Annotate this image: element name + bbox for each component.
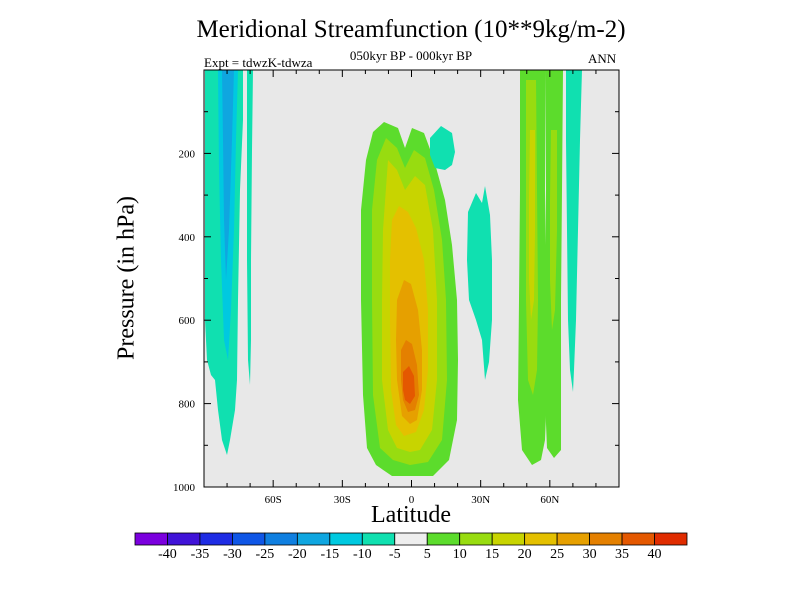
y-tick-label: 800: [179, 399, 196, 411]
y-tick-label: 400: [179, 232, 196, 244]
colorbar-label: 20: [518, 547, 532, 562]
colorbar-label: -15: [320, 547, 339, 562]
contour-nh-neg-patch-2: [467, 186, 492, 380]
x-tick-label: 30N: [471, 494, 490, 506]
x-tick-label: 30S: [334, 494, 351, 506]
contour-sh-neg-narrow: [247, 70, 253, 385]
contour-sh-neg-core: [222, 70, 234, 280]
colorbar-swatch: [426, 532, 461, 546]
contour-nh-pos-2-10: [550, 130, 557, 330]
y-axis-ticks: 200 400 600 800 1000: [173, 111, 619, 494]
contour-nh-pos-1-15: [529, 130, 535, 320]
season-label: ANN: [588, 51, 617, 66]
colorbar-swatch: [296, 532, 331, 546]
contour-nh-neg-high: [566, 70, 582, 392]
colorbar-swatch: [134, 532, 168, 546]
colorbar-swatch: [361, 532, 396, 546]
colorbar-swatch: [491, 532, 526, 546]
contour-fills: [205, 70, 582, 476]
colorbar-label: -30: [223, 547, 242, 562]
colorbar-swatch: [329, 532, 363, 546]
colorbar-label: -5: [389, 547, 401, 562]
colorbar-swatch: [524, 532, 558, 546]
y-tick-label: 600: [179, 315, 196, 327]
y-tick-label: 1000: [173, 482, 196, 494]
colorbar-label: 25: [550, 547, 564, 562]
colorbar-swatch: [394, 532, 428, 546]
contour-nh-neg-patch-1: [430, 126, 455, 170]
colorbar-swatch: [556, 532, 590, 546]
colorbar-label: 10: [453, 547, 467, 562]
colorbar-swatch: [232, 532, 266, 546]
colorbar-label: 15: [485, 547, 499, 562]
colorbar-label: -35: [191, 547, 210, 562]
colorbar-swatch: [459, 532, 493, 546]
colorbar-label: 40: [648, 547, 662, 562]
colorbar-label: -40: [158, 547, 177, 562]
colorbar-swatch: [167, 532, 201, 546]
contour-tropical-35: [403, 366, 415, 404]
chart-subtitle: 050kyr BP - 000kyr BP: [349, 48, 473, 63]
colorbar-label: -10: [353, 547, 372, 562]
colorbar-label: -25: [256, 547, 275, 562]
colorbar: -40 -35 -30 -25 -20 -15 -10 -5 5 10 15 20 25 30 35 40: [134, 532, 688, 562]
x-axis-ticks: 60S 30S 0 30N 60N: [226, 70, 597, 506]
x-tick-label: 0: [409, 494, 415, 506]
colorbar-swatch: [199, 532, 233, 546]
x-axis-label: Latitude: [371, 502, 451, 528]
colorbar-swatch: [621, 532, 655, 546]
colorbar-label: 35: [615, 547, 629, 562]
colorbar-swatch: [264, 532, 298, 546]
x-tick-label: 60S: [265, 494, 282, 506]
colorbar-label: 5: [424, 547, 431, 562]
x-tick-label: 60N: [540, 494, 559, 506]
colorbar-label: 30: [583, 547, 597, 562]
colorbar-swatch: [589, 532, 623, 546]
experiment-label: Expt = tdwzK-tdwza: [204, 55, 313, 70]
chart-title: Meridional Streamfunction (10**9kg/m-2): [196, 16, 626, 43]
colorbar-swatch: [654, 532, 688, 546]
colorbar-label: -20: [288, 547, 307, 562]
y-tick-label: 200: [179, 148, 196, 160]
